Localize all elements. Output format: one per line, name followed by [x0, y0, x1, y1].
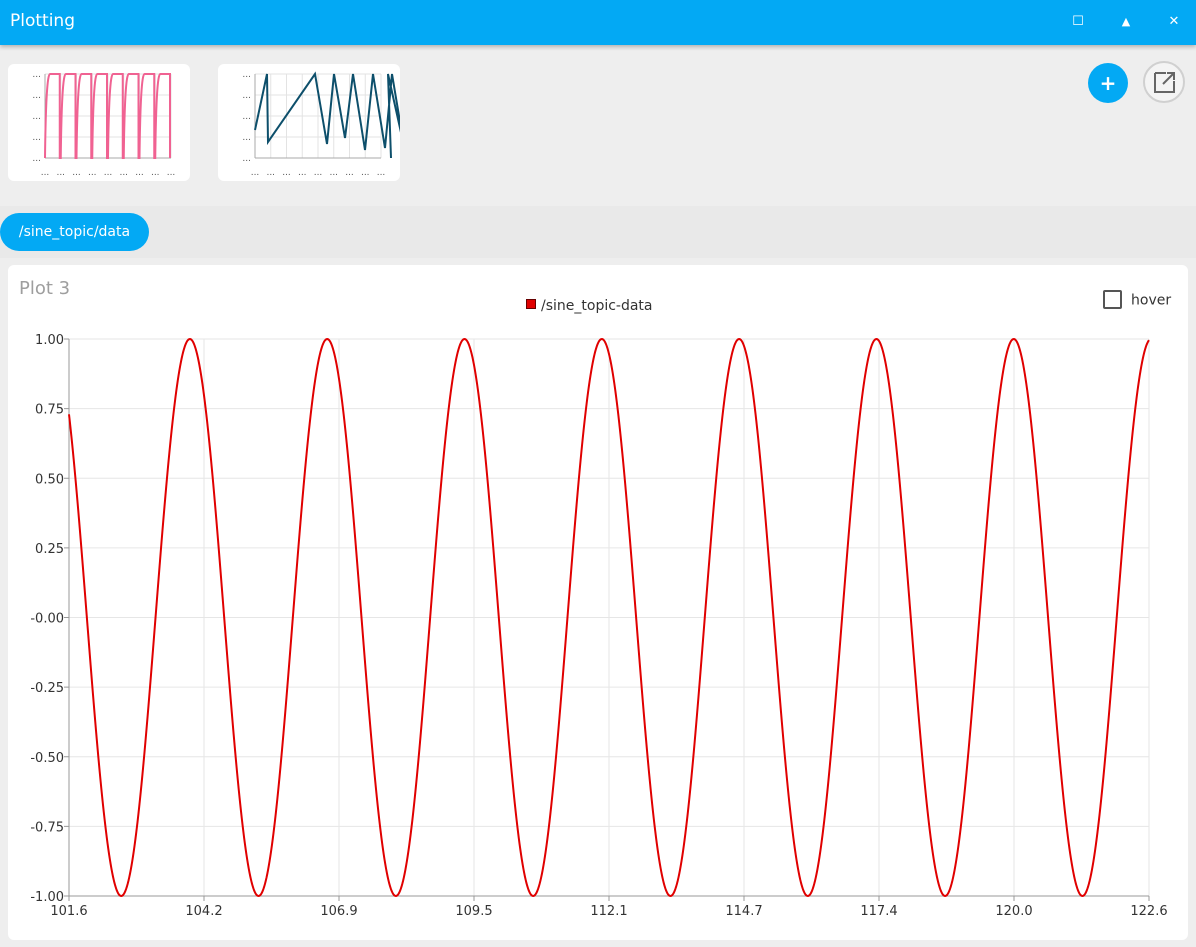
minimize-icon[interactable]: ▲ — [1121, 15, 1131, 28]
thumb-x-tick-label: ... — [314, 168, 323, 178]
x-tick-label: 122.6 — [1130, 904, 1167, 919]
x-tick-label: 112.1 — [590, 904, 627, 919]
thumb-x-tick-label: ... — [167, 168, 176, 178]
thumb-x-tick-label: ... — [151, 168, 160, 178]
thumb-x-tick-label: ... — [266, 168, 275, 178]
thumb-y-tick-label: ... — [32, 133, 41, 143]
hover-checkbox-box[interactable] — [1103, 290, 1122, 309]
x-tick-label: 104.2 — [185, 904, 222, 919]
topic-chip[interactable]: /sine_topic/data — [0, 213, 149, 251]
thumb-y-tick-label: ... — [32, 91, 41, 101]
thumb-y-tick-label: ... — [32, 112, 41, 122]
window-title: Plotting — [10, 11, 75, 31]
chart-legend[interactable]: /sine_topic-data — [526, 298, 653, 314]
thumb-y-tick-label: ... — [32, 154, 41, 164]
y-tick-label: 0.50 — [35, 472, 64, 487]
legend-label: /sine_topic-data — [541, 298, 653, 314]
y-tick-label: 0.25 — [35, 542, 64, 557]
thumb-x-tick-label: ... — [282, 168, 291, 178]
thumb-x-tick-label: ... — [56, 168, 65, 178]
title-bar: Plotting ☐ ▲ ✕ — [0, 0, 1196, 45]
y-tick-label: 0.75 — [35, 403, 64, 418]
open-external-button[interactable] — [1143, 61, 1185, 103]
thumb-x-tick-label: ... — [88, 168, 97, 178]
series-line-sine-topic-data — [68, 338, 1150, 897]
legend-swatch — [526, 299, 536, 309]
plot-panel — [8, 265, 1188, 940]
thumb-x-tick-label: ... — [361, 168, 370, 178]
thumb-y-tick-label: ... — [32, 70, 41, 80]
y-tick-label: -0.25 — [30, 681, 64, 696]
y-tick-label: 1.00 — [35, 333, 64, 348]
thumb-y-tick-label: ... — [242, 70, 251, 80]
thumb-series-line — [254, 71, 400, 159]
y-tick-label: -0.00 — [30, 612, 64, 627]
y-tick-label: -1.00 — [30, 890, 64, 905]
thumb-x-tick-label: ... — [135, 168, 144, 178]
x-tick-label: 120.0 — [995, 904, 1032, 919]
y-tick-label: -0.50 — [30, 751, 64, 766]
add-plot-button[interactable]: + — [1088, 63, 1128, 103]
thumb-y-tick-label: ... — [242, 154, 251, 164]
x-tick-label: 101.6 — [50, 904, 87, 919]
hover-checkbox[interactable]: hover — [1103, 290, 1172, 310]
thumb-y-tick-label: ... — [242, 91, 251, 101]
topic-strip — [0, 206, 1196, 258]
thumb-x-tick-label: ... — [329, 168, 338, 178]
thumb-y-tick-label: ... — [242, 133, 251, 143]
thumbnail-1-chart: ........................................… — [32, 70, 176, 178]
plot-thumbnail-1[interactable]: ........................................… — [8, 64, 190, 181]
thumbnail-2-chart: ........................................… — [242, 70, 400, 178]
thumb-x-tick-label: ... — [119, 168, 128, 178]
thumb-y-tick-label: ... — [242, 112, 251, 122]
thumb-x-tick-label: ... — [41, 168, 50, 178]
thumb-x-tick-label: ... — [298, 168, 307, 178]
maximize-icon[interactable]: ☐ — [1072, 14, 1084, 29]
thumb-series-line — [44, 73, 171, 159]
thumb-x-tick-label: ... — [345, 168, 354, 178]
x-tick-label: 117.4 — [860, 904, 897, 919]
open-external-icon — [1154, 72, 1175, 93]
x-tick-label: 106.9 — [320, 904, 357, 919]
thumb-x-tick-label: ... — [377, 168, 386, 178]
x-tick-label: 114.7 — [725, 904, 762, 919]
plot-thumbnail-2[interactable]: ........................................… — [218, 64, 400, 181]
plot-title: Plot 3 — [19, 278, 71, 299]
close-icon[interactable]: ✕ — [1168, 14, 1180, 29]
thumb-x-tick-label: ... — [72, 168, 81, 178]
thumb-x-tick-label: ... — [104, 168, 113, 178]
thumb-x-tick-label: ... — [251, 168, 260, 178]
hover-label: hover — [1131, 292, 1172, 309]
x-tick-label: 109.5 — [455, 904, 492, 919]
y-tick-label: -0.75 — [30, 820, 64, 835]
